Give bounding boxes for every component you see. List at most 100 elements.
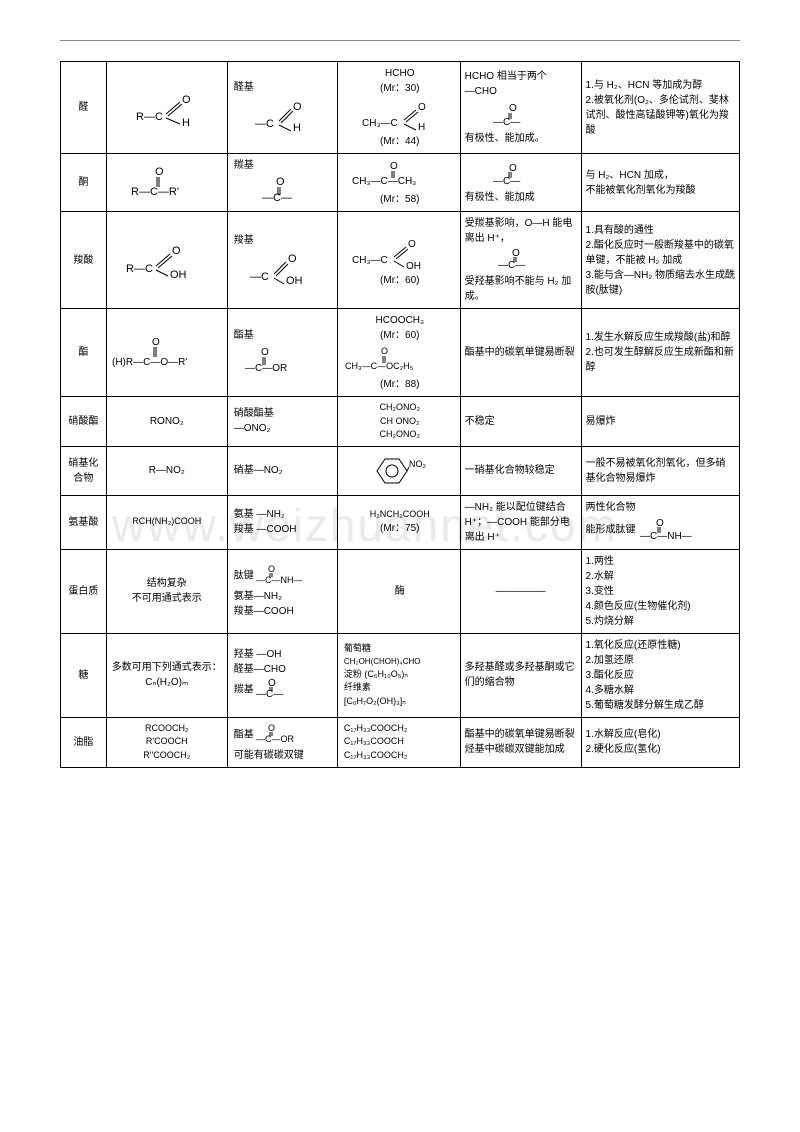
svg-text:O: O (152, 337, 160, 348)
example: HCHO (Mr：30) CH₃—COH (Mr：44) (337, 62, 460, 154)
svg-text:O: O (172, 245, 181, 257)
structure: (H)R—C—O—R' O (106, 309, 227, 397)
svg-text:H: H (293, 122, 301, 133)
structure: R—NO₂ (106, 446, 227, 495)
reactions: 1.水解反应(皂化) 2.硬化反应(氢化) (581, 717, 739, 767)
reactions: 1.与 H₂、HCN 等加成为醇 2.被氧化剂(O₂、多伦试剂、斐林试剂、酸性高… (581, 62, 739, 154)
example: 酶 (337, 549, 460, 633)
table-row: 糖 多数可用下列通式表示： Cₙ(H₂O)ₘ 羟基 —OH 醛基—CHO 羰基 … (61, 633, 740, 717)
properties: 酯基中的碳氧单键易断裂 (460, 309, 581, 397)
group: 氨基 —NH₂ 羧基 —COOH (227, 495, 337, 549)
svg-text:H: H (418, 122, 425, 132)
reactions: 1.氧化反应(还原性糖) 2.加氢还原 3.酯化反应 4.多糖水解 5.葡萄糖发… (581, 633, 739, 717)
example: CH₃—C—CH₃O (Mr：58) (337, 154, 460, 212)
svg-text:O: O (509, 103, 517, 114)
structure: R—C OH (106, 62, 227, 154)
row-name: 羧酸 (61, 212, 107, 309)
row-name: 酯 (61, 309, 107, 397)
svg-text:O: O (182, 94, 191, 106)
structure: RONO₂ (106, 397, 227, 447)
row-name: 酮 (61, 154, 107, 212)
page-header-line (60, 40, 740, 41)
group: 肽键 —C—NH—O 氨基—NH₂ 羧基—COOH (227, 549, 337, 633)
reactions: 1.两性 2.水解 3.变性 4.颜色反应(生物催化剂) 5.灼烧分解 (581, 549, 739, 633)
svg-text:—C—OR: —C—OR (256, 734, 295, 744)
row-name: 蛋白质 (61, 549, 107, 633)
group: 羰基 —C—O (227, 154, 337, 212)
structure: RCOOCH₂ R'COOCH R''COOCH₂ (106, 717, 227, 767)
svg-text:—C—NH—: —C—NH— (256, 575, 303, 585)
svg-text:—C—: —C— (262, 192, 292, 204)
row-name: 油脂 (61, 717, 107, 767)
structure: 结构复杂 不可用通式表示 (106, 549, 227, 633)
svg-text:O: O (261, 347, 269, 358)
group: 酯基 —C—ORO 可能有碳碳双键 (227, 717, 337, 767)
table-row: 油脂 RCOOCH₂ R'COOCH R''COOCH₂ 酯基 —C—ORO 可… (61, 717, 740, 767)
example: CH₂ONO₂ CH ONO₂ CH₂ONO₂ (337, 397, 460, 447)
group: 醛基 —COH (227, 62, 337, 154)
group: 硝基—NO₂ (227, 446, 337, 495)
svg-text:OH: OH (286, 275, 303, 286)
table-row: 氨基酸 RCH(NH₂)COOH 氨基 —NH₂ 羧基 —COOH H₂NCH₂… (61, 495, 740, 549)
svg-text:OH: OH (170, 269, 187, 280)
structure: R—C—R'O (106, 154, 227, 212)
svg-text:R—C: R—C (126, 263, 153, 275)
row-name: 糖 (61, 633, 107, 717)
svg-text:O: O (381, 346, 388, 356)
properties: —C—O 有极性、能加成 (460, 154, 581, 212)
svg-text:O: O (418, 102, 426, 113)
structure: 多数可用下列通式表示： Cₙ(H₂O)ₘ (106, 633, 227, 717)
svg-text:O: O (408, 239, 416, 250)
svg-text:H: H (182, 117, 190, 128)
row-name: 醛 (61, 62, 107, 154)
svg-text:O: O (268, 724, 275, 733)
properties: —NH₂ 能以配位键结合 H⁺；—COOH 能部分电离出 H⁺ (460, 495, 581, 549)
svg-text:O: O (155, 166, 164, 178)
svg-text:CH₃—C: CH₃—C (352, 255, 388, 266)
reactions: 两性化合物 能形成肽键 —C—NH—O (581, 495, 739, 549)
svg-text:O: O (509, 163, 517, 174)
svg-text:(H)R—C—O—R': (H)R—C—O—R' (112, 357, 187, 368)
group: 酯基 —C—ORO (227, 309, 337, 397)
svg-text:—C: —C (250, 271, 269, 283)
group: 羧基 —COOH (227, 212, 337, 309)
reactions: 易爆炸 (581, 397, 739, 447)
svg-text:—C—: —C— (498, 260, 525, 271)
svg-text:—C: —C (255, 118, 274, 130)
properties: 酯基中的碳氧单键易断裂 烃基中碳碳双键能加成 (460, 717, 581, 767)
structure: R—C O OH (106, 212, 227, 309)
svg-text:O: O (293, 101, 302, 113)
properties: HCHO 相当于两个 —CHO —C—O 有极性、能加成。 (460, 62, 581, 154)
svg-text:O: O (268, 565, 275, 574)
example: CH₃—COOH (Mr：60) (337, 212, 460, 309)
reactions: 1.发生水解反应生成羧酸(盐)和醇 2.也可发生醇解反应生成新酯和新醇 (581, 309, 739, 397)
example: C₁₇H₃₃COOCH₂ C₁₇H₃₃COOCH C₁₇H₃₃COOCH₂ (337, 717, 460, 767)
row-name: 硝酸酯 (61, 397, 107, 447)
properties: 一硝基化合物较稳定 (460, 446, 581, 495)
table-row: 醛 R—COH 醛基 —COH HCHO (Mr：30) CH₃—COH (Mr… (61, 62, 740, 154)
svg-text:OH: OH (406, 261, 421, 271)
properties: ————— (460, 549, 581, 633)
svg-text:R—C: R—C (136, 111, 163, 123)
reactions: 与 H₂、HCN 加成， 不能被氧化剂氧化为羧酸 (581, 154, 739, 212)
example: HCOOCH₃ (Mr：60) CH₃—C—OC₂H₅O (Mr：88) (337, 309, 460, 397)
table-row: 羧酸 R—COOH 羧基 —COOH CH₃—COOH (Mr：60) 受羰基影… (61, 212, 740, 309)
example: H₂NCH₂COOH (Mr：75) (337, 495, 460, 549)
svg-text:O: O (276, 176, 285, 188)
properties: 不稳定 (460, 397, 581, 447)
group: 羟基 —OH 醛基—CHO 羰基 —C—O (227, 633, 337, 717)
reactions: 1.具有酸的通性 2.酯化反应时一般断羧基中的碳氧单键，不能被 H₂ 加成 3.… (581, 212, 739, 309)
svg-text:O: O (288, 253, 297, 265)
chemistry-table: 醛 R—COH 醛基 —COH HCHO (Mr：30) CH₃—COH (Mr… (60, 61, 740, 768)
row-name: 氨基酸 (61, 495, 107, 549)
svg-text:CH₃—C—OC₂H₅: CH₃—C—OC₂H₅ (345, 361, 414, 371)
example: NO₂ (337, 446, 460, 495)
table-row: 硝基化合物 R—NO₂ 硝基—NO₂ NO₂ 一硝基化合物较稳定 一般不易被氧化… (61, 446, 740, 495)
example: 葡萄糖 CH₂OH(CHOH)₄CHO 淀粉 (C₆H₁₀O₅)ₙ 纤维素 [C… (337, 633, 460, 717)
table-row: 硝酸酯 RONO₂ 硝酸酯基 —ONO₂ CH₂ONO₂ CH ONO₂ CH₂… (61, 397, 740, 447)
table-row: 酮 R—C—R'O 羰基 —C—O CH₃—C—CH₃O (Mr：58) —C—… (61, 154, 740, 212)
svg-text:—C—NH—: —C—NH— (640, 531, 692, 542)
group: 硝酸酯基 —ONO₂ (227, 397, 337, 447)
structure: RCH(NH₂)COOH (106, 495, 227, 549)
properties: 多羟基醛或多羟基酮或它们的缩合物 (460, 633, 581, 717)
